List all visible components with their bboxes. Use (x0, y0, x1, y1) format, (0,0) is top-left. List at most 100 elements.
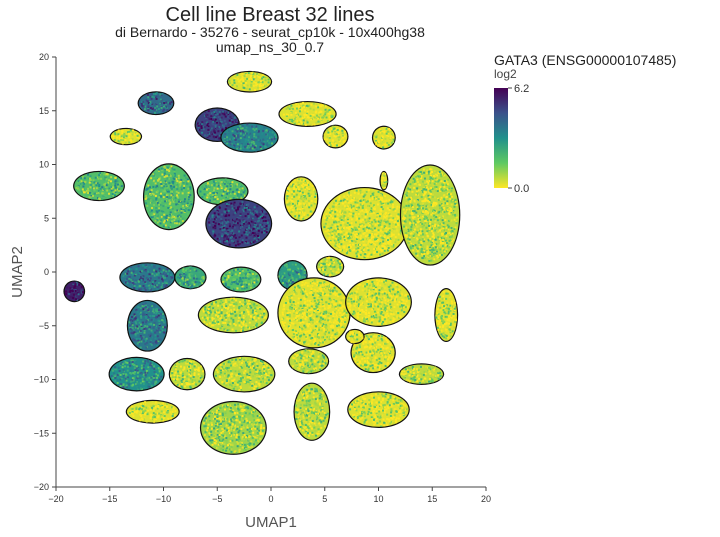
cell-point (453, 205, 456, 208)
cell-point (419, 220, 422, 223)
cell-point (431, 251, 434, 254)
cell-point (413, 242, 416, 245)
cell-point (138, 278, 141, 281)
cell-point (130, 282, 133, 285)
cell-point (167, 226, 170, 229)
cell-point (385, 215, 388, 218)
cell-point (97, 191, 100, 194)
cell-point (326, 107, 329, 110)
cell-point (229, 274, 232, 277)
cell-point (375, 134, 378, 137)
cell-point (430, 240, 433, 243)
cell-point (248, 224, 251, 227)
cell-point (330, 214, 333, 217)
cell-point (189, 267, 192, 270)
cell-point (404, 233, 407, 236)
cell-point (349, 208, 352, 211)
cell-point (422, 210, 425, 213)
cell-point (424, 214, 427, 217)
cell-point (243, 220, 246, 223)
cell-point (117, 185, 120, 188)
cell-point (248, 136, 251, 139)
cell-point (394, 236, 397, 239)
cell-point (163, 105, 166, 108)
cell-point (174, 197, 177, 200)
cell-point (238, 188, 241, 191)
cell-point (362, 238, 365, 241)
cell-point (84, 191, 87, 194)
cell-point (223, 124, 226, 127)
cell-point (390, 141, 393, 144)
cell-point (410, 212, 413, 215)
cell-point (161, 319, 164, 322)
cell-point (423, 177, 426, 180)
cell-point (145, 284, 148, 287)
cell-point (394, 209, 397, 212)
cell-point (90, 184, 93, 187)
cell-point (230, 232, 233, 235)
cell-point (256, 73, 259, 76)
cell-point (333, 142, 336, 145)
cell-point (308, 202, 311, 205)
cell-point (431, 235, 434, 238)
cell-point (214, 125, 217, 128)
cell-point (436, 238, 439, 241)
cell-point (101, 195, 104, 198)
cell-point (208, 217, 211, 220)
cell-point (247, 72, 250, 75)
cell-point (413, 210, 416, 213)
cell-point (352, 212, 355, 215)
cell-point (147, 278, 150, 281)
cell-point (450, 193, 453, 196)
cell-point (129, 280, 132, 283)
cell-point (163, 281, 166, 284)
cell-point (392, 217, 395, 220)
cell-point (140, 270, 143, 273)
cell-point (213, 233, 216, 236)
cell-point (366, 255, 369, 258)
cell-point (445, 189, 448, 192)
cell-point (377, 198, 380, 201)
cell-point (217, 237, 220, 240)
cell-point (436, 227, 439, 230)
cell-point (208, 221, 211, 224)
cell-point (309, 204, 312, 207)
cell-point (286, 284, 289, 287)
cell-point (299, 208, 302, 211)
cell-point (102, 180, 105, 183)
cell-point (418, 204, 421, 207)
cell-point (335, 230, 338, 233)
cell-point (140, 328, 143, 331)
cell-point (381, 144, 384, 147)
cell-point (288, 279, 291, 282)
cell-point (332, 233, 335, 236)
cell-point (185, 267, 188, 270)
cell-point (243, 129, 246, 132)
cell-point (375, 229, 378, 232)
cell-point (368, 224, 371, 227)
cell-point (432, 247, 435, 250)
cell-point (344, 239, 347, 242)
cell-point (254, 213, 257, 216)
cell-point (380, 219, 383, 222)
cell-point (417, 241, 420, 244)
cell-point (368, 227, 371, 230)
cell-point (338, 227, 341, 230)
cell-point (335, 144, 338, 147)
cell-point (156, 102, 159, 105)
cell-point (297, 202, 300, 205)
cell-point (161, 92, 164, 95)
cell-point (328, 262, 331, 265)
cell-point (251, 144, 254, 147)
cell-point (213, 198, 216, 201)
cell-point (337, 227, 340, 230)
cell-point (188, 275, 191, 278)
cell-point (163, 102, 166, 105)
cell-point (125, 274, 128, 277)
cell-point (303, 116, 306, 119)
cell-point (164, 180, 167, 183)
cell-point (227, 128, 230, 131)
cell-point (254, 209, 257, 212)
cell-point (170, 192, 173, 195)
cell-point (373, 135, 376, 138)
